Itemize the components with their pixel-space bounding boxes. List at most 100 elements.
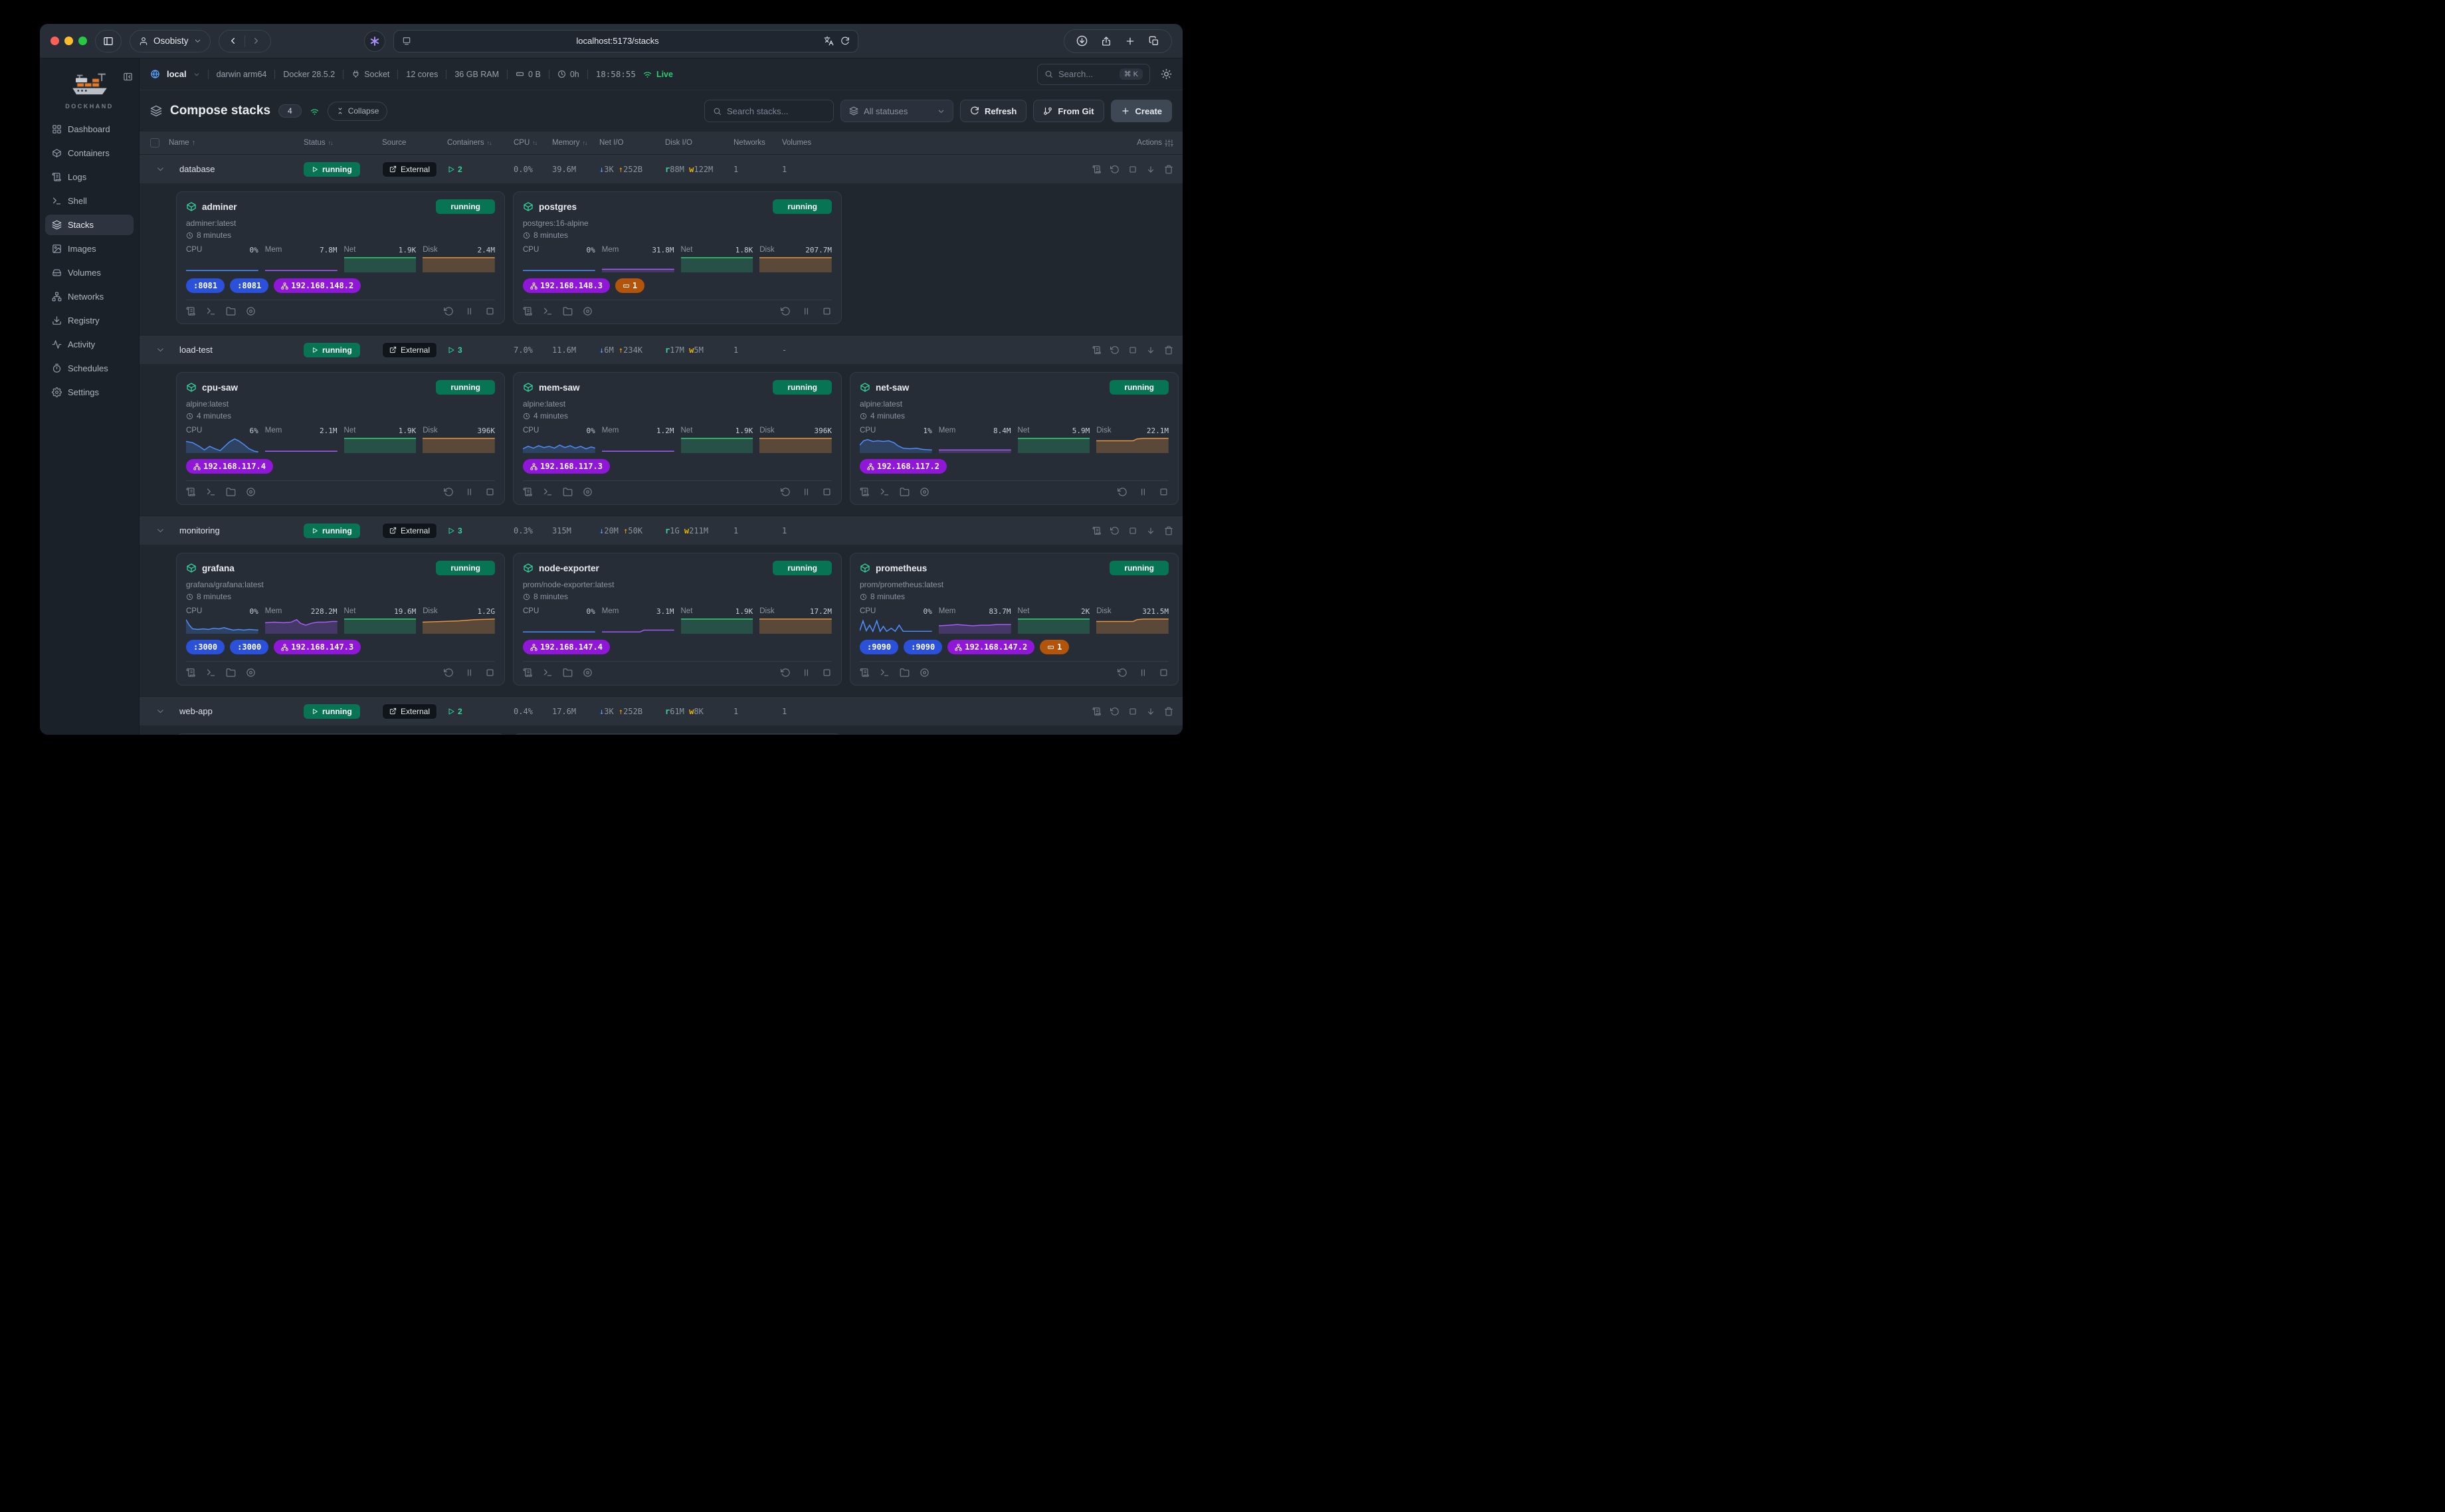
container-stop-icon[interactable] bbox=[822, 668, 832, 678]
stack-row-monitoring[interactable]: monitoringrunningExternal30.3%315M↓20M ↑… bbox=[140, 516, 1183, 545]
container-logs-icon[interactable] bbox=[523, 668, 533, 678]
container-files-icon[interactable] bbox=[226, 668, 236, 678]
container-logs-icon[interactable] bbox=[186, 306, 196, 316]
translate-icon[interactable] bbox=[824, 36, 834, 46]
container-logs-icon[interactable] bbox=[186, 487, 196, 497]
container-name[interactable]: net-saw bbox=[876, 383, 909, 393]
sidebar-item-schedules[interactable]: Schedules bbox=[45, 358, 134, 379]
container-stop-icon[interactable] bbox=[1159, 487, 1169, 497]
environment-selector[interactable]: local bbox=[167, 69, 187, 79]
stack-restart-icon[interactable] bbox=[1110, 526, 1120, 535]
container-stop-icon[interactable] bbox=[822, 487, 832, 497]
stack-logs-icon[interactable] bbox=[1092, 526, 1102, 535]
expand-chevron-icon[interactable] bbox=[156, 345, 165, 354]
sidebar-item-volumes[interactable]: Volumes bbox=[45, 262, 134, 283]
stack-pull-icon[interactable] bbox=[1146, 707, 1155, 716]
stack-delete-icon[interactable] bbox=[1164, 526, 1173, 535]
address-bar[interactable]: localhost:5173/stacks bbox=[393, 30, 858, 52]
column-settings-icon[interactable] bbox=[1165, 139, 1173, 147]
container-name[interactable]: node-exporter bbox=[539, 563, 599, 573]
refresh-button[interactable]: Refresh bbox=[960, 100, 1027, 122]
stack-name[interactable]: load-test bbox=[169, 345, 304, 355]
container-inspect-icon[interactable] bbox=[246, 306, 256, 316]
stack-restart-icon[interactable] bbox=[1110, 707, 1120, 716]
stack-name[interactable]: database bbox=[169, 164, 304, 174]
stack-logs-icon[interactable] bbox=[1092, 707, 1102, 716]
container-pause-icon[interactable] bbox=[801, 306, 811, 316]
sidebar-item-activity[interactable]: Activity bbox=[45, 334, 134, 355]
network-ip-badge[interactable]: 192.168.147.3 bbox=[274, 640, 361, 654]
container-restart-icon[interactable] bbox=[781, 668, 791, 678]
global-search[interactable]: Search... ⌘ K bbox=[1037, 64, 1150, 85]
stack-delete-icon[interactable] bbox=[1164, 345, 1173, 355]
expand-chevron-icon[interactable] bbox=[156, 707, 165, 715]
container-name[interactable]: cpu-saw bbox=[202, 383, 238, 393]
container-shell-icon[interactable] bbox=[880, 487, 890, 497]
container-shell-icon[interactable] bbox=[543, 306, 553, 316]
stack-logs-icon[interactable] bbox=[1092, 345, 1102, 355]
from-git-button[interactable]: From Git bbox=[1033, 100, 1104, 122]
network-ip-badge[interactable]: 192.168.117.2 bbox=[860, 459, 947, 474]
stack-delete-icon[interactable] bbox=[1164, 165, 1173, 174]
port-badge[interactable]: :9090 bbox=[904, 640, 942, 654]
sidebar-item-dashboard[interactable]: Dashboard bbox=[45, 119, 134, 140]
stack-pull-icon[interactable] bbox=[1146, 345, 1155, 355]
container-name[interactable]: prometheus bbox=[876, 563, 927, 573]
theme-toggle-icon[interactable] bbox=[1161, 68, 1172, 80]
stack-pull-icon[interactable] bbox=[1146, 165, 1155, 174]
close-window-button[interactable] bbox=[50, 37, 59, 45]
sidebar-item-logs[interactable]: Logs bbox=[45, 167, 134, 187]
container-shell-icon[interactable] bbox=[543, 668, 553, 678]
stack-delete-icon[interactable] bbox=[1164, 707, 1173, 716]
container-name[interactable]: grafana bbox=[202, 563, 235, 573]
stack-logs-icon[interactable] bbox=[1092, 165, 1102, 174]
container-pause-icon[interactable] bbox=[1138, 487, 1148, 497]
container-pause-icon[interactable] bbox=[464, 668, 474, 678]
network-ip-badge[interactable]: 192.168.147.4 bbox=[523, 640, 610, 654]
share-icon[interactable] bbox=[1101, 36, 1112, 47]
port-badge[interactable]: :8081 bbox=[230, 278, 268, 293]
stack-name[interactable]: monitoring bbox=[169, 525, 304, 535]
container-files-icon[interactable] bbox=[563, 487, 573, 497]
column-header-cpu[interactable]: CPU↑↓ bbox=[514, 139, 552, 147]
reload-icon[interactable] bbox=[840, 37, 850, 46]
collapse-all-button[interactable]: Collapse bbox=[328, 102, 388, 121]
container-restart-icon[interactable] bbox=[1118, 487, 1127, 497]
stack-pull-icon[interactable] bbox=[1146, 526, 1155, 535]
zoom-window-button[interactable] bbox=[78, 37, 87, 45]
sidebar-item-settings[interactable]: Settings bbox=[45, 382, 134, 403]
select-all-checkbox[interactable] bbox=[150, 138, 159, 147]
stack-row-web-app[interactable]: web-apprunningExternal20.4%17.6M↓3K ↑252… bbox=[140, 696, 1183, 725]
minimize-window-button[interactable] bbox=[64, 37, 73, 45]
expand-chevron-icon[interactable] bbox=[156, 165, 165, 173]
container-files-icon[interactable] bbox=[226, 306, 236, 316]
container-inspect-icon[interactable] bbox=[583, 668, 593, 678]
container-files-icon[interactable] bbox=[563, 306, 573, 316]
container-inspect-icon[interactable] bbox=[583, 306, 593, 316]
tab-overview-icon[interactable] bbox=[1149, 36, 1159, 47]
sidebar-item-stacks[interactable]: Stacks bbox=[45, 215, 134, 235]
status-filter-select[interactable]: All statuses bbox=[840, 100, 953, 122]
container-stop-icon[interactable] bbox=[485, 487, 495, 497]
container-restart-icon[interactable] bbox=[1118, 668, 1127, 678]
volume-count-badge[interactable]: 1 bbox=[1040, 640, 1069, 654]
column-header-name[interactable]: Name↑ bbox=[169, 139, 304, 147]
container-stop-icon[interactable] bbox=[1159, 668, 1169, 678]
network-ip-badge[interactable]: 192.168.148.3 bbox=[523, 278, 610, 293]
network-ip-badge[interactable]: 192.168.117.3 bbox=[523, 459, 610, 474]
container-logs-icon[interactable] bbox=[860, 668, 870, 678]
extension-button[interactable] bbox=[364, 31, 385, 52]
container-inspect-icon[interactable] bbox=[920, 487, 929, 497]
stack-row-database[interactable]: databaserunningExternal20.0%39.6M↓3K ↑25… bbox=[140, 154, 1183, 183]
container-files-icon[interactable] bbox=[900, 668, 910, 678]
container-restart-icon[interactable] bbox=[444, 487, 454, 497]
downloads-icon[interactable] bbox=[1076, 35, 1088, 47]
container-stop-icon[interactable] bbox=[485, 306, 495, 316]
column-header-memory[interactable]: Memory↑↓ bbox=[552, 139, 599, 147]
stack-restart-icon[interactable] bbox=[1110, 345, 1120, 355]
container-inspect-icon[interactable] bbox=[246, 487, 256, 497]
expand-chevron-icon[interactable] bbox=[156, 526, 165, 535]
port-badge[interactable]: :3000 bbox=[230, 640, 268, 654]
stack-stop-icon[interactable] bbox=[1128, 345, 1137, 355]
volume-count-badge[interactable]: 1 bbox=[615, 278, 644, 293]
